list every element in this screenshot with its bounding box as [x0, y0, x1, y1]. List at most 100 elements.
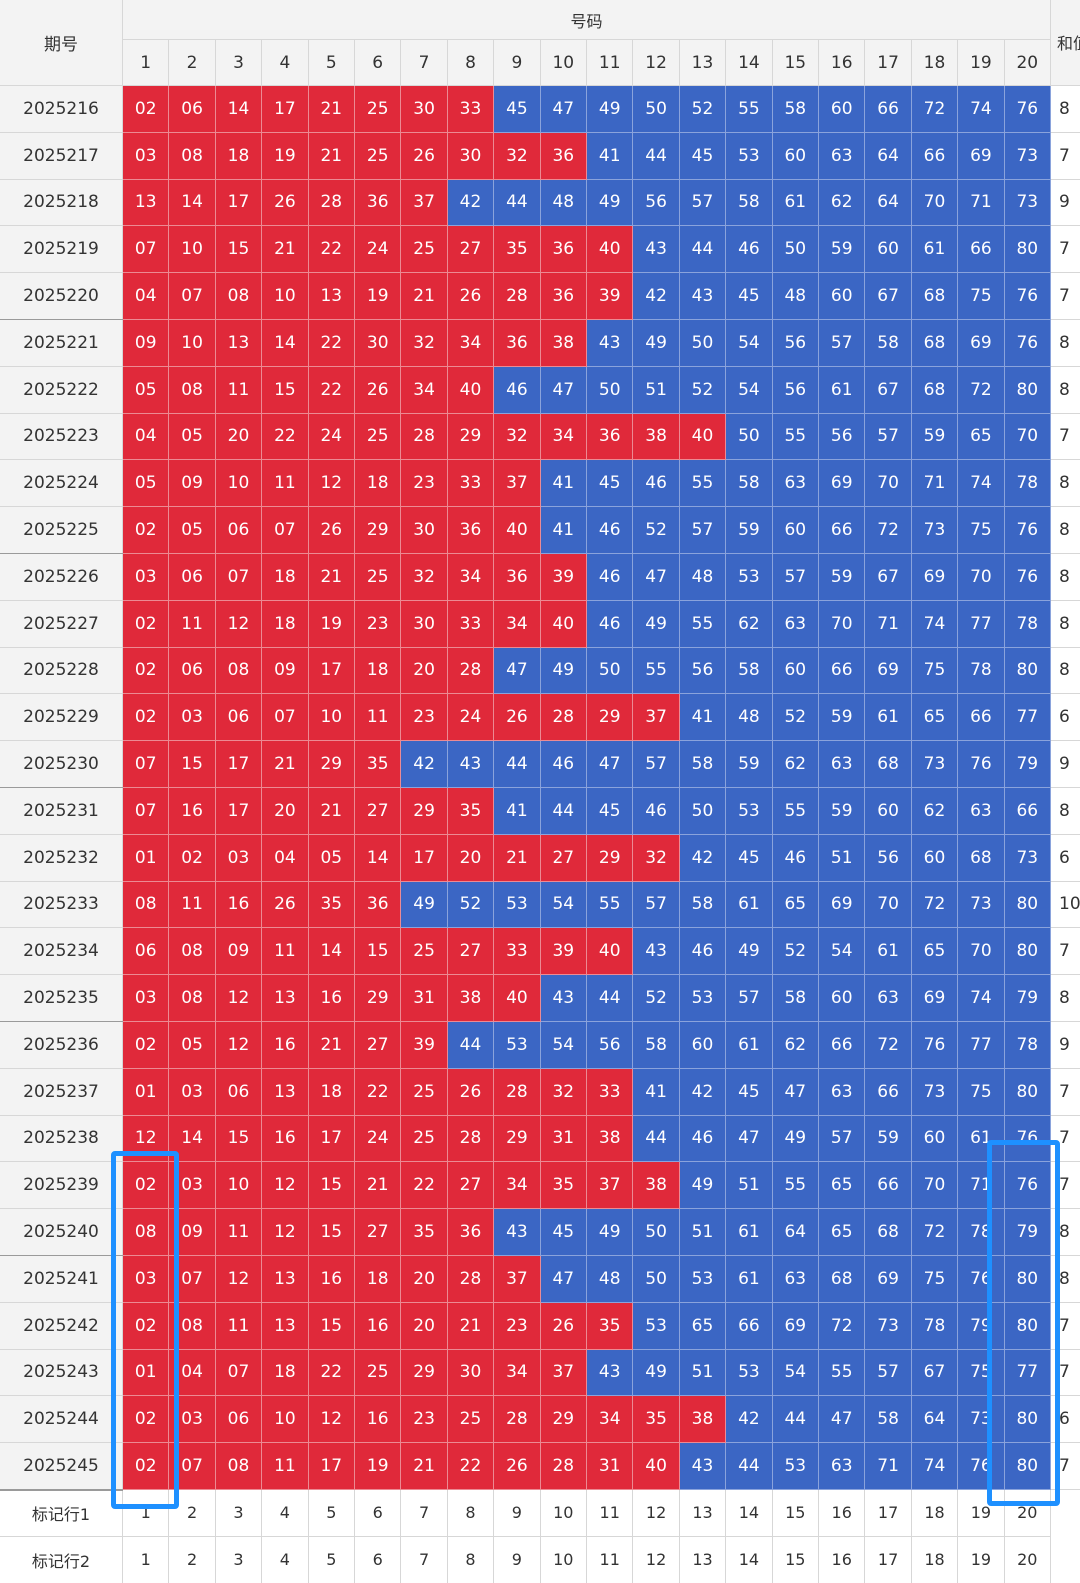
- number-cell[interactable]: 17: [215, 741, 263, 788]
- number-cell[interactable]: 07: [262, 694, 309, 742]
- number-cell[interactable]: 43: [494, 1209, 541, 1256]
- number-cell[interactable]: 35: [308, 881, 355, 929]
- number-cell[interactable]: 72: [865, 507, 912, 554]
- number-cell[interactable]: 15: [169, 741, 216, 788]
- number-cell[interactable]: 12: [215, 1256, 263, 1303]
- number-cell[interactable]: 75: [911, 1256, 959, 1303]
- number-cell[interactable]: 59: [819, 554, 866, 601]
- number-cell[interactable]: 57: [819, 1115, 866, 1163]
- number-cell[interactable]: 64: [772, 1209, 819, 1256]
- number-cell[interactable]: 66: [819, 507, 866, 554]
- number-cell[interactable]: 13: [215, 320, 263, 367]
- number-cell[interactable]: 78: [1004, 600, 1051, 648]
- number-cell[interactable]: 29: [355, 507, 402, 554]
- number-cell[interactable]: 41: [540, 507, 587, 554]
- number-cell[interactable]: 38: [633, 1162, 680, 1210]
- number-cell[interactable]: 40: [494, 507, 541, 554]
- number-cell[interactable]: 36: [494, 320, 541, 367]
- number-cell[interactable]: 23: [355, 600, 402, 648]
- number-cell[interactable]: 50: [679, 320, 727, 367]
- number-cell[interactable]: 58: [726, 179, 773, 227]
- number-cell[interactable]: 18: [355, 460, 402, 508]
- number-cell[interactable]: 32: [401, 320, 448, 367]
- number-cell[interactable]: 49: [633, 1349, 680, 1397]
- number-cell[interactable]: 60: [819, 975, 866, 1022]
- number-cell[interactable]: 15: [308, 1209, 355, 1256]
- number-cell[interactable]: 16: [262, 1115, 309, 1163]
- number-cell[interactable]: 45: [726, 1068, 773, 1116]
- marker-cell[interactable]: 10: [540, 1536, 587, 1583]
- number-cell[interactable]: 34: [447, 320, 495, 367]
- marker-cell[interactable]: 17: [865, 1490, 912, 1537]
- number-cell[interactable]: 27: [355, 1022, 402, 1069]
- number-cell[interactable]: 08: [215, 273, 263, 320]
- marker-cell[interactable]: 6: [355, 1490, 402, 1537]
- number-cell[interactable]: 56: [865, 834, 912, 882]
- number-cell[interactable]: 53: [726, 1349, 773, 1397]
- number-cell[interactable]: 80: [1004, 647, 1051, 695]
- number-cell[interactable]: 41: [679, 694, 727, 742]
- number-cell[interactable]: 55: [819, 1349, 866, 1397]
- number-cell[interactable]: 64: [911, 1396, 959, 1444]
- number-cell[interactable]: 42: [679, 834, 727, 882]
- number-cell[interactable]: 17: [308, 1115, 355, 1163]
- number-cell[interactable]: 60: [911, 1115, 959, 1163]
- number-cell[interactable]: 32: [401, 554, 448, 601]
- marker-cell[interactable]: 3: [215, 1490, 263, 1537]
- number-cell[interactable]: 71: [958, 179, 1005, 227]
- number-cell[interactable]: 76: [1004, 1162, 1051, 1210]
- number-cell[interactable]: 08: [169, 928, 216, 976]
- number-cell[interactable]: 36: [355, 881, 402, 929]
- number-cell[interactable]: 06: [215, 1068, 263, 1116]
- number-cell[interactable]: 29: [587, 694, 634, 742]
- number-cell[interactable]: 17: [308, 647, 355, 695]
- number-cell[interactable]: 68: [911, 273, 959, 320]
- number-cell[interactable]: 05: [123, 366, 170, 414]
- number-cell[interactable]: 50: [633, 1209, 680, 1256]
- number-cell[interactable]: 69: [772, 1302, 819, 1350]
- number-cell[interactable]: 23: [401, 1396, 448, 1444]
- number-cell[interactable]: 60: [819, 273, 866, 320]
- number-cell[interactable]: 44: [772, 1396, 819, 1444]
- number-cell[interactable]: 05: [169, 1022, 216, 1069]
- number-cell[interactable]: 12: [308, 1396, 355, 1444]
- number-cell[interactable]: 36: [355, 179, 402, 227]
- number-cell[interactable]: 09: [169, 460, 216, 508]
- number-cell[interactable]: 69: [958, 132, 1005, 180]
- marker-cell[interactable]: 16: [819, 1536, 866, 1583]
- number-cell[interactable]: 44: [494, 179, 541, 227]
- number-cell[interactable]: 42: [447, 179, 495, 227]
- number-cell[interactable]: 45: [540, 1209, 587, 1256]
- number-cell[interactable]: 06: [169, 554, 216, 601]
- number-cell[interactable]: 25: [355, 413, 402, 461]
- number-cell[interactable]: 59: [865, 1115, 912, 1163]
- number-cell[interactable]: 25: [401, 1115, 448, 1163]
- number-cell[interactable]: 30: [447, 1349, 495, 1397]
- number-cell[interactable]: 28: [308, 179, 355, 227]
- number-cell[interactable]: 38: [679, 1396, 727, 1444]
- number-cell[interactable]: 46: [587, 600, 634, 648]
- number-cell[interactable]: 60: [865, 226, 912, 274]
- number-cell[interactable]: 75: [911, 647, 959, 695]
- number-cell[interactable]: 20: [401, 1302, 448, 1350]
- number-cell[interactable]: 29: [447, 413, 495, 461]
- number-cell[interactable]: 79: [1004, 741, 1051, 788]
- number-cell[interactable]: 21: [447, 1302, 495, 1350]
- number-cell[interactable]: 55: [633, 647, 680, 695]
- number-cell[interactable]: 80: [1004, 1068, 1051, 1116]
- number-cell[interactable]: 21: [401, 1443, 448, 1490]
- number-cell[interactable]: 12: [262, 1209, 309, 1256]
- number-cell[interactable]: 35: [587, 1302, 634, 1350]
- number-cell[interactable]: 30: [401, 600, 448, 648]
- number-cell[interactable]: 78: [958, 647, 1005, 695]
- number-cell[interactable]: 56: [772, 320, 819, 367]
- number-cell[interactable]: 53: [726, 554, 773, 601]
- number-cell[interactable]: 44: [633, 132, 680, 180]
- number-cell[interactable]: 46: [633, 788, 680, 835]
- number-cell[interactable]: 17: [308, 1443, 355, 1490]
- number-cell[interactable]: 68: [958, 834, 1005, 882]
- number-cell[interactable]: 67: [865, 554, 912, 601]
- number-cell[interactable]: 02: [123, 1443, 170, 1490]
- number-cell[interactable]: 46: [772, 834, 819, 882]
- number-cell[interactable]: 15: [215, 226, 263, 274]
